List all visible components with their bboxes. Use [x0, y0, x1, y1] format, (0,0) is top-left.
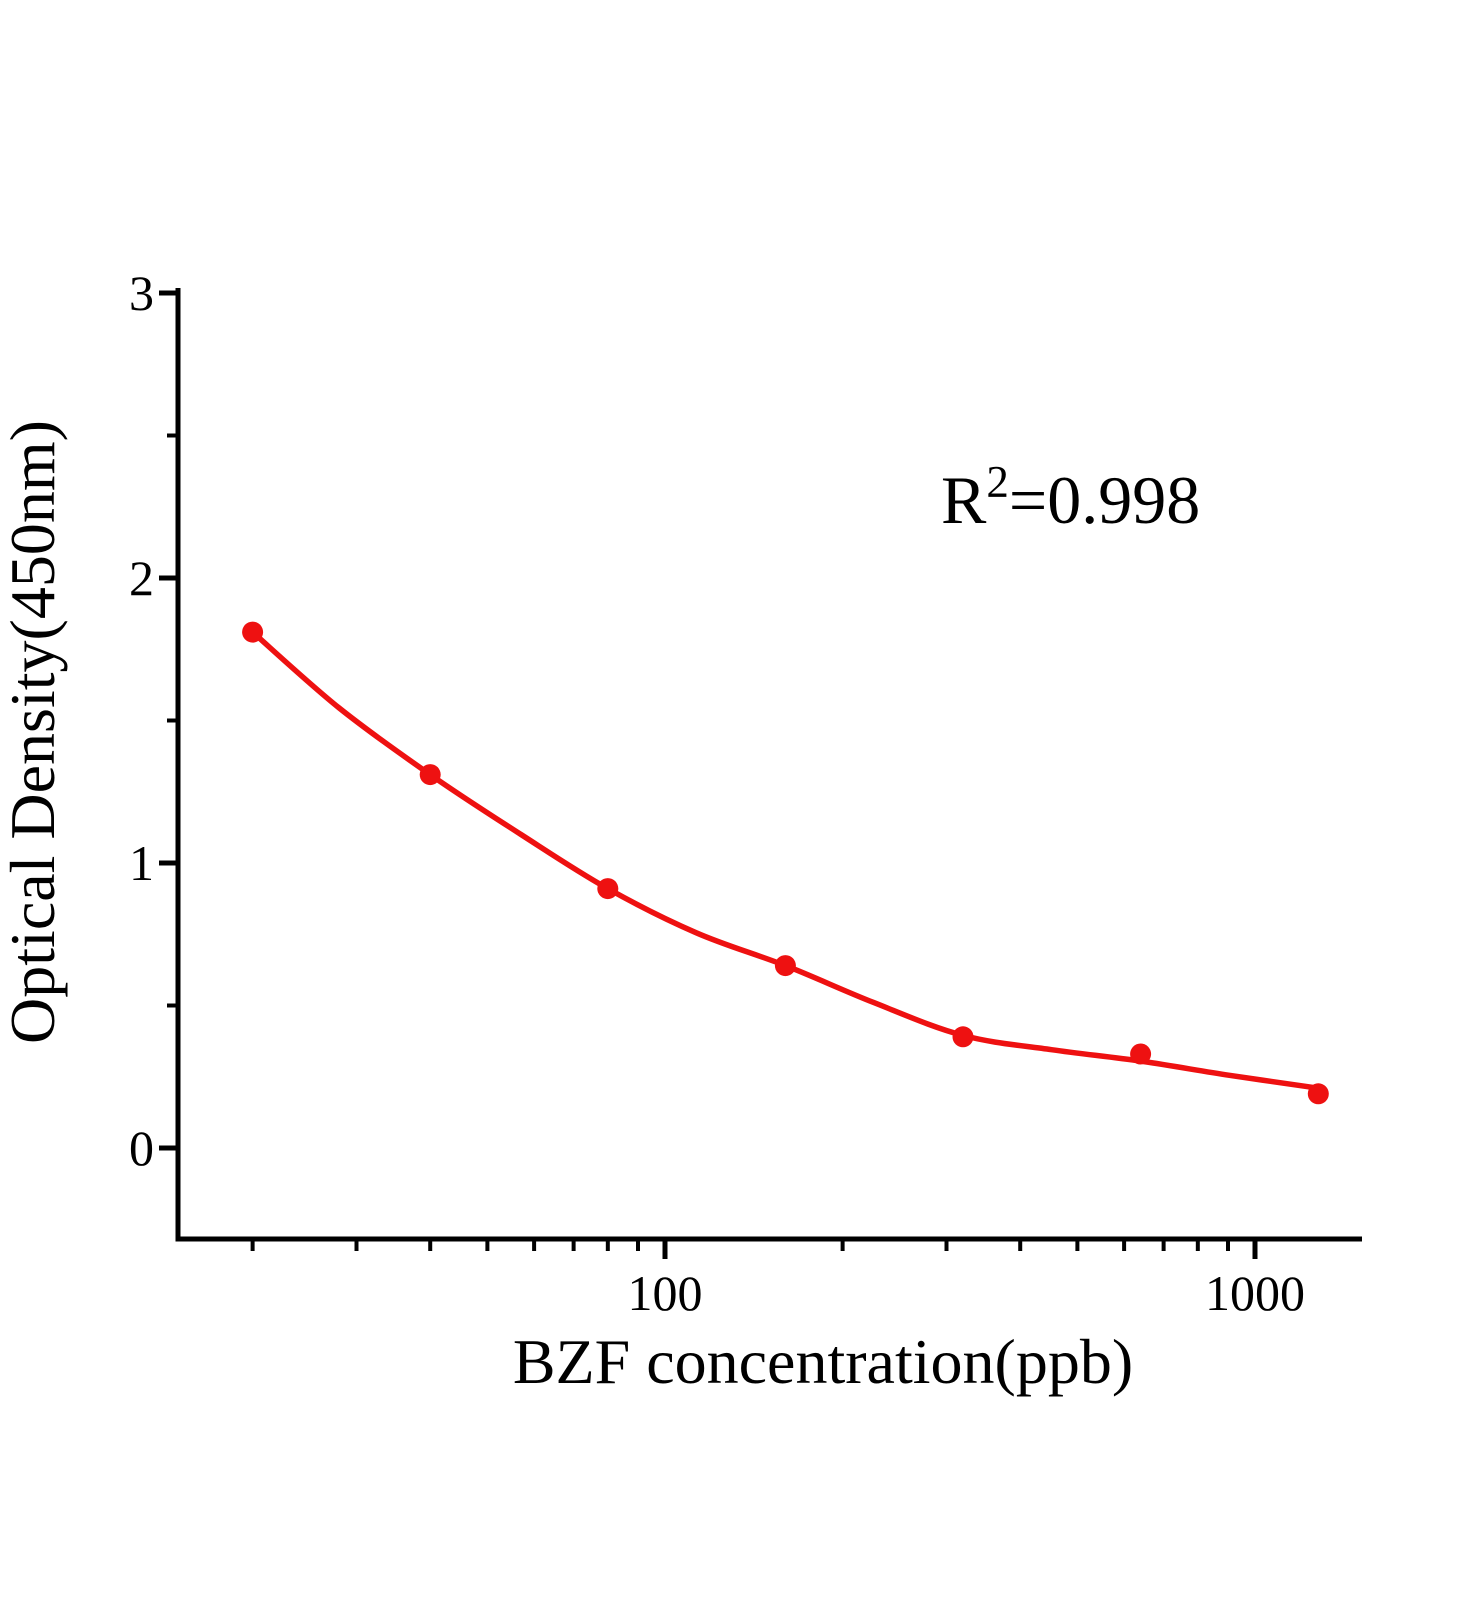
data-point	[419, 764, 441, 786]
x-tick-label: 100	[628, 1265, 703, 1321]
data-point	[1307, 1083, 1329, 1105]
y-tick-label: 3	[129, 265, 154, 321]
x-tick-label: 1000	[1205, 1265, 1305, 1321]
y-tick-label: 2	[129, 550, 154, 606]
data-point	[242, 621, 264, 643]
r-squared-annotation: R2=0.998	[941, 457, 1200, 538]
fit-curve-line	[249, 629, 1322, 1091]
data-point	[774, 955, 796, 977]
r-squared-value: =0.998	[1009, 462, 1200, 538]
x-axis-ticks	[250, 1239, 1258, 1259]
y-axis-title: Optical Density(450nm)	[0, 420, 68, 1044]
data-points	[242, 621, 1329, 1105]
x-axis-title: BZF concentration(ppb)	[513, 1326, 1133, 1397]
x-axis-tick-labels: 100 1000	[628, 1265, 1306, 1321]
y-tick-label: 0	[129, 1120, 154, 1176]
y-tick-label: 1	[129, 835, 154, 891]
y-axis-ticks	[159, 290, 178, 1151]
r-squared-base: R	[941, 462, 987, 538]
data-point	[597, 878, 619, 900]
fit-curve	[249, 629, 1322, 1091]
data-point	[952, 1026, 974, 1048]
y-axis-tick-labels: 0 1 2 3	[129, 265, 154, 1176]
data-point	[1130, 1043, 1152, 1065]
r-squared-exponent: 2	[986, 457, 1009, 507]
axes	[175, 288, 1362, 1242]
